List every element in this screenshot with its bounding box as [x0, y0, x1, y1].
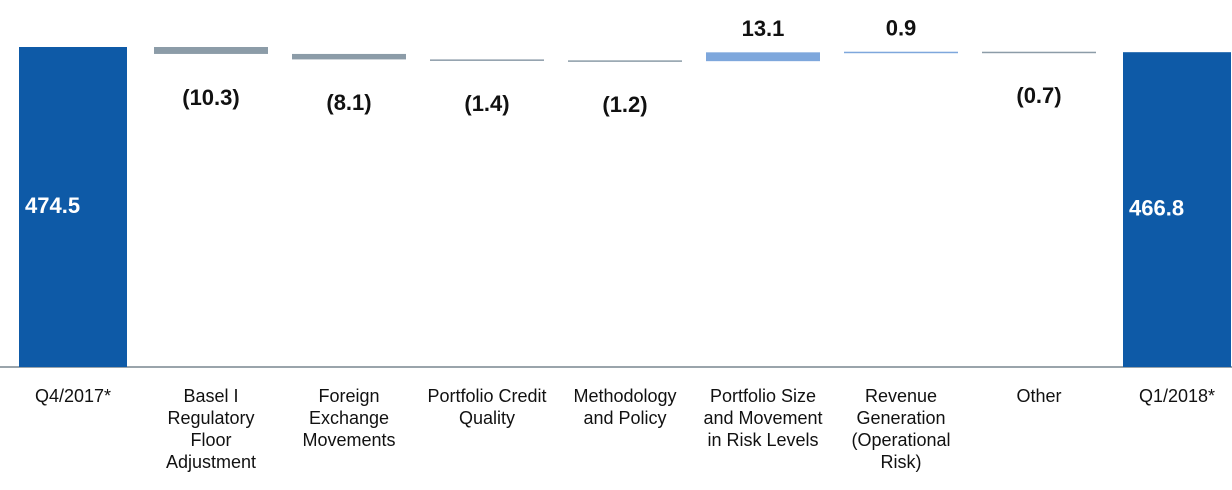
value-label: 0.9 [886, 16, 917, 41]
bar [19, 47, 127, 367]
x-tick-label: Methodology and Policy [573, 386, 677, 428]
value-label: 474.5 [25, 193, 80, 218]
x-tick-label: Basel I Regulatory Floor Adjustment [165, 386, 257, 472]
x-tick-label: Foreign Exchange Movements [302, 386, 396, 450]
value-label: (0.7) [1016, 83, 1061, 108]
x-tick-label: Q4/2017* [34, 386, 112, 406]
value-label: (1.2) [602, 92, 647, 117]
bar [568, 60, 682, 62]
bar [982, 51, 1096, 54]
x-tick-label: Revenue Generation (Operational Risk) [851, 386, 951, 472]
value-label: (8.1) [326, 90, 371, 115]
x-tick-label: Portfolio Credit Quality [427, 386, 547, 428]
bar [430, 59, 544, 61]
value-label: (10.3) [182, 85, 239, 110]
bar [706, 52, 820, 62]
bar [292, 53, 406, 60]
value-label: 466.8 [1129, 195, 1184, 220]
x-tick-label: Q1/2018* [1138, 386, 1216, 406]
bar [154, 47, 268, 54]
value-label: 13.1 [742, 16, 785, 41]
x-tick-label: Portfolio Size and Movement in Risk Leve… [703, 386, 823, 450]
x-tick-label: Other [1016, 386, 1062, 406]
bar [844, 51, 958, 54]
bar [1123, 52, 1231, 367]
value-label: (1.4) [464, 91, 509, 116]
